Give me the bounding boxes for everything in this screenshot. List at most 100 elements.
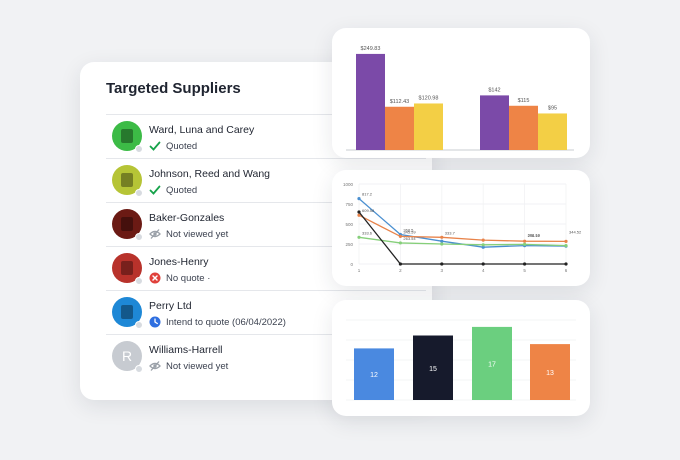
eye-off-icon <box>149 360 161 372</box>
supplier-status: Intend to quote (06/04/2022) <box>149 316 286 328</box>
point-label: 306.13 <box>528 233 541 238</box>
supplier-name: Williams-Harrell <box>149 344 223 356</box>
bar-value-label: 15 <box>429 366 437 373</box>
clock-icon <box>149 316 161 328</box>
presence-dot <box>135 233 143 241</box>
grouped-bar-chart-card: $249.83 $142 $112.43 $115 $120.98 $95 <box>332 28 590 158</box>
point-label: 344.52 <box>569 229 582 234</box>
point-label: 333.6 <box>362 230 373 235</box>
bar <box>509 105 538 150</box>
suppliers-title: Targeted Suppliers <box>106 80 241 97</box>
data-point <box>481 262 485 266</box>
status-label: Not viewed yet <box>166 360 229 372</box>
status-label: Not viewed yet <box>166 228 229 240</box>
bar-value-label: $142 <box>488 87 500 93</box>
presence-dot <box>135 277 143 285</box>
bar <box>356 53 385 150</box>
bar-value-label: 13 <box>546 370 554 377</box>
y-tick-label: 750 <box>345 202 353 207</box>
supplier-row[interactable]: Jones-Henry No quote · <box>106 246 426 290</box>
supplier-row[interactable]: Johnson, Reed and Wang Quoted <box>106 158 426 202</box>
point-label: 345.59 <box>403 229 416 234</box>
supplier-status: No quote · <box>149 272 210 284</box>
bar <box>472 326 512 400</box>
bar-value-label: $249.83 <box>361 46 381 52</box>
supplier-row[interactable]: R Williams-Harrell Not viewed yet <box>106 334 426 378</box>
bar-chart: 12 15 17 13 <box>346 319 576 401</box>
supplier-row[interactable]: Ward, Luna and Carey Quoted <box>106 114 426 158</box>
supplier-name: Ward, Luna and Carey <box>149 124 255 136</box>
bar-value-label: 12 <box>370 372 378 379</box>
status-label: Quoted <box>166 184 198 196</box>
point-label: 298.59 <box>528 233 541 238</box>
bar-value-label: $115 <box>518 98 530 104</box>
data-point <box>523 242 527 246</box>
data-point <box>440 242 444 246</box>
y-tick-label: 250 <box>345 242 353 247</box>
bar-value-label: $95 <box>548 105 557 111</box>
point-label: 333.7 <box>445 230 456 235</box>
x-tick-label: 3 <box>441 268 444 273</box>
data-point <box>440 235 444 239</box>
bar <box>480 95 509 150</box>
bar <box>538 113 567 150</box>
supplier-status: Not viewed yet <box>149 228 228 240</box>
data-point <box>564 262 568 266</box>
data-point <box>357 235 361 239</box>
data-point <box>398 234 402 238</box>
line-chart: 0 250 500 750 1000 1 2 3 4 5 6 817.2 609.58 333.6 345.… <box>343 182 582 273</box>
series-line <box>358 211 566 265</box>
data-point <box>564 239 568 243</box>
x-tick-label: 6 <box>565 268 568 273</box>
data-point <box>357 210 361 214</box>
status-label: Quoted <box>166 140 198 152</box>
series-line <box>358 236 567 247</box>
status-label: Intend to quote (06/04/2022) <box>166 316 286 328</box>
x-tick-label: 2 <box>399 268 402 273</box>
line-chart-card: 0 250 500 750 1000 1 2 3 4 5 6 817.2 609.58 333.6 345.… <box>332 170 590 286</box>
presence-dot <box>135 189 143 197</box>
eye-off-icon <box>149 228 161 240</box>
bar-value-label: $120.98 <box>419 95 439 101</box>
supplier-name: Baker-Gonzales <box>149 212 225 224</box>
data-point <box>564 244 568 248</box>
supplier-row[interactable]: Perry Ltd Intend to quote (06/04/2022) <box>106 290 426 334</box>
check-icon <box>149 184 161 196</box>
data-point <box>523 239 527 243</box>
avatar-letter: R <box>121 348 133 364</box>
y-tick-label: 1000 <box>343 182 354 187</box>
supplier-name: Jones-Henry <box>149 256 209 268</box>
presence-dot <box>135 321 143 329</box>
bar <box>354 348 394 400</box>
data-point <box>523 262 527 266</box>
supplier-row[interactable]: Baker-Gonzales Not viewed yet <box>106 202 426 246</box>
supplier-status: Not viewed yet <box>149 360 228 372</box>
supplier-status: Quoted <box>149 184 197 196</box>
x-circle-icon <box>149 272 161 284</box>
supplier-name: Perry Ltd <box>149 300 192 312</box>
data-point <box>357 213 361 217</box>
supplier-name: Johnson, Reed and Wang <box>149 168 271 180</box>
check-icon <box>149 140 161 152</box>
bar-value-label: 17 <box>488 361 496 368</box>
x-tick-label: 5 <box>523 268 526 273</box>
status-label: No quote · <box>166 272 211 284</box>
y-tick-label: 500 <box>345 222 353 227</box>
bar <box>530 344 570 400</box>
supplier-status: Quoted <box>149 140 197 152</box>
point-label: 609.58 <box>362 208 375 213</box>
series-line <box>358 198 567 248</box>
data-point <box>440 262 444 266</box>
series-line <box>358 214 567 243</box>
presence-dot <box>135 365 143 373</box>
data-point <box>481 243 485 247</box>
data-point <box>440 239 444 243</box>
bar <box>414 103 443 150</box>
data-point <box>398 241 402 245</box>
point-label: 263.54 <box>403 236 416 241</box>
x-tick-label: 4 <box>482 268 485 273</box>
x-tick-label: 1 <box>358 268 361 273</box>
data-point <box>481 245 485 249</box>
bar-chart-card: 12 15 17 13 <box>332 300 590 416</box>
point-label: 368.5 <box>403 228 414 233</box>
